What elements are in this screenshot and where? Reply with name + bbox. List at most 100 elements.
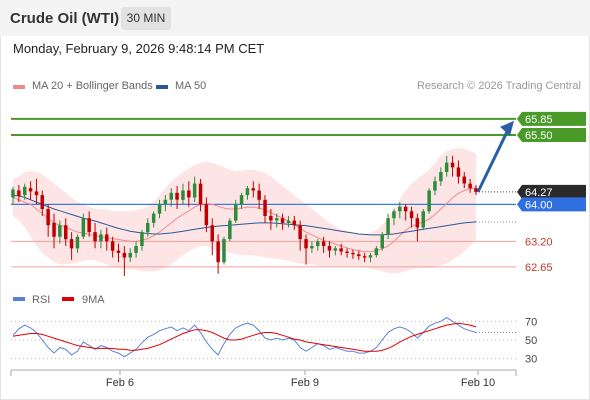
- ma20-line: [12, 187, 477, 253]
- candle-body: [403, 206, 408, 212]
- price-tag-65.85: [517, 111, 586, 126]
- ma50-legend-swatch: [156, 85, 168, 89]
- candle-body: [310, 246, 314, 249]
- candle-body: [450, 162, 455, 168]
- rsi-tick-label: 30: [525, 354, 537, 366]
- candle-body: [427, 190, 431, 212]
- research-credit: Research © 2026 Trading Central: [416, 80, 581, 92]
- candle-body: [474, 188, 478, 192]
- candle-body: [140, 232, 144, 246]
- candle-body: [421, 211, 425, 228]
- candle-body: [251, 188, 255, 191]
- rsi-legend-swatch: [13, 297, 25, 301]
- candle-body: [286, 220, 291, 223]
- candle-body: [163, 199, 168, 205]
- candle-body: [58, 225, 62, 237]
- candle-body: [257, 190, 261, 200]
- rsi-ma-legend-label: 9MA: [82, 294, 105, 306]
- forecast-arrow-shaft: [476, 129, 510, 193]
- candle-body: [75, 236, 80, 249]
- candle-body: [380, 234, 384, 249]
- candle-body: [374, 248, 379, 256]
- rsi-legend-label: RSI: [32, 294, 50, 306]
- rsi-tick-label: 50: [525, 335, 537, 347]
- candle-body: [28, 188, 33, 192]
- x-tick-label: Feb 6: [106, 377, 134, 389]
- candle-body: [327, 246, 332, 251]
- candle-body: [321, 241, 326, 246]
- candle-body: [87, 218, 91, 233]
- candle-body: [462, 176, 466, 184]
- candle-body: [192, 183, 197, 198]
- rsi-series-9MA: [12, 322, 477, 352]
- candle-body: [275, 218, 279, 221]
- price-tag-64.00: [517, 197, 586, 212]
- candle-body: [204, 204, 209, 226]
- bollinger-band: [13, 147, 476, 274]
- candle-body: [151, 213, 156, 223]
- candle-body: [64, 225, 68, 240]
- candle-body: [181, 190, 185, 200]
- candle-body: [198, 183, 203, 205]
- candle-body: [239, 195, 244, 205]
- candle-body: [392, 211, 396, 219]
- price-label-63.20: 63.20: [525, 236, 553, 248]
- candle-body: [298, 225, 302, 240]
- x-tick-label: Feb 10: [461, 377, 495, 389]
- candle-body: [17, 190, 21, 196]
- candle-body: [46, 209, 50, 226]
- price-tag-64.27: [517, 184, 586, 199]
- timeframe-badge[interactable]: 30 MIN: [121, 7, 171, 30]
- candle-body: [110, 241, 115, 251]
- forecast-arrow-head: [500, 120, 514, 136]
- candle-body: [34, 191, 39, 196]
- ma20-legend-label: MA 20 + Bollinger Bands: [32, 80, 153, 92]
- ma50-legend-label: MA 50: [175, 80, 207, 92]
- candle-body: [245, 188, 250, 196]
- candle-body: [128, 252, 132, 258]
- instrument-title: Crude Oil (WTI): [10, 10, 120, 27]
- rsi-tick-label: 70: [525, 316, 537, 328]
- candle-body: [134, 246, 138, 253]
- candle-body: [222, 239, 226, 263]
- candle-body: [339, 248, 343, 252]
- price-label-64.00: 64.00: [525, 199, 553, 211]
- candle-body: [11, 189, 15, 198]
- ma20-legend-swatch: [13, 85, 25, 89]
- candle-body: [23, 186, 27, 196]
- candle-body: [187, 190, 191, 198]
- candle-body: [146, 222, 150, 233]
- candle-body: [175, 192, 179, 200]
- candle-body: [433, 181, 437, 191]
- candle-body: [234, 204, 238, 221]
- candle-body: [345, 251, 349, 253]
- price-label-62.65: 62.65: [525, 262, 553, 274]
- candle-body: [52, 222, 56, 237]
- price-tag-65.50: [517, 128, 586, 142]
- candle-body: [228, 220, 232, 240]
- candle-body: [69, 239, 74, 249]
- rsi-series-RSI: [12, 317, 477, 358]
- candle-body: [93, 232, 97, 242]
- candle-body: [439, 172, 443, 182]
- price-label-64.27: 64.27: [525, 187, 553, 199]
- candle-body: [169, 192, 173, 200]
- candle-body: [40, 195, 44, 209]
- candle-body: [304, 239, 308, 249]
- candle-body: [269, 215, 273, 221]
- candle-body: [398, 206, 402, 212]
- candle-body: [292, 220, 297, 226]
- price-label-65.50: 65.50: [525, 130, 553, 142]
- candle-body: [351, 252, 355, 255]
- candle-body: [444, 162, 449, 172]
- candle-body: [216, 241, 220, 263]
- candle-body: [210, 225, 214, 242]
- candle-body: [409, 211, 414, 219]
- candle-body: [357, 254, 361, 257]
- candle-body: [362, 256, 367, 258]
- candle-body: [468, 183, 472, 189]
- candle-body: [99, 234, 103, 242]
- candle-body: [368, 255, 373, 258]
- timestamp: Monday, February 9, 2026 9:48:14 PM CET: [13, 41, 265, 56]
